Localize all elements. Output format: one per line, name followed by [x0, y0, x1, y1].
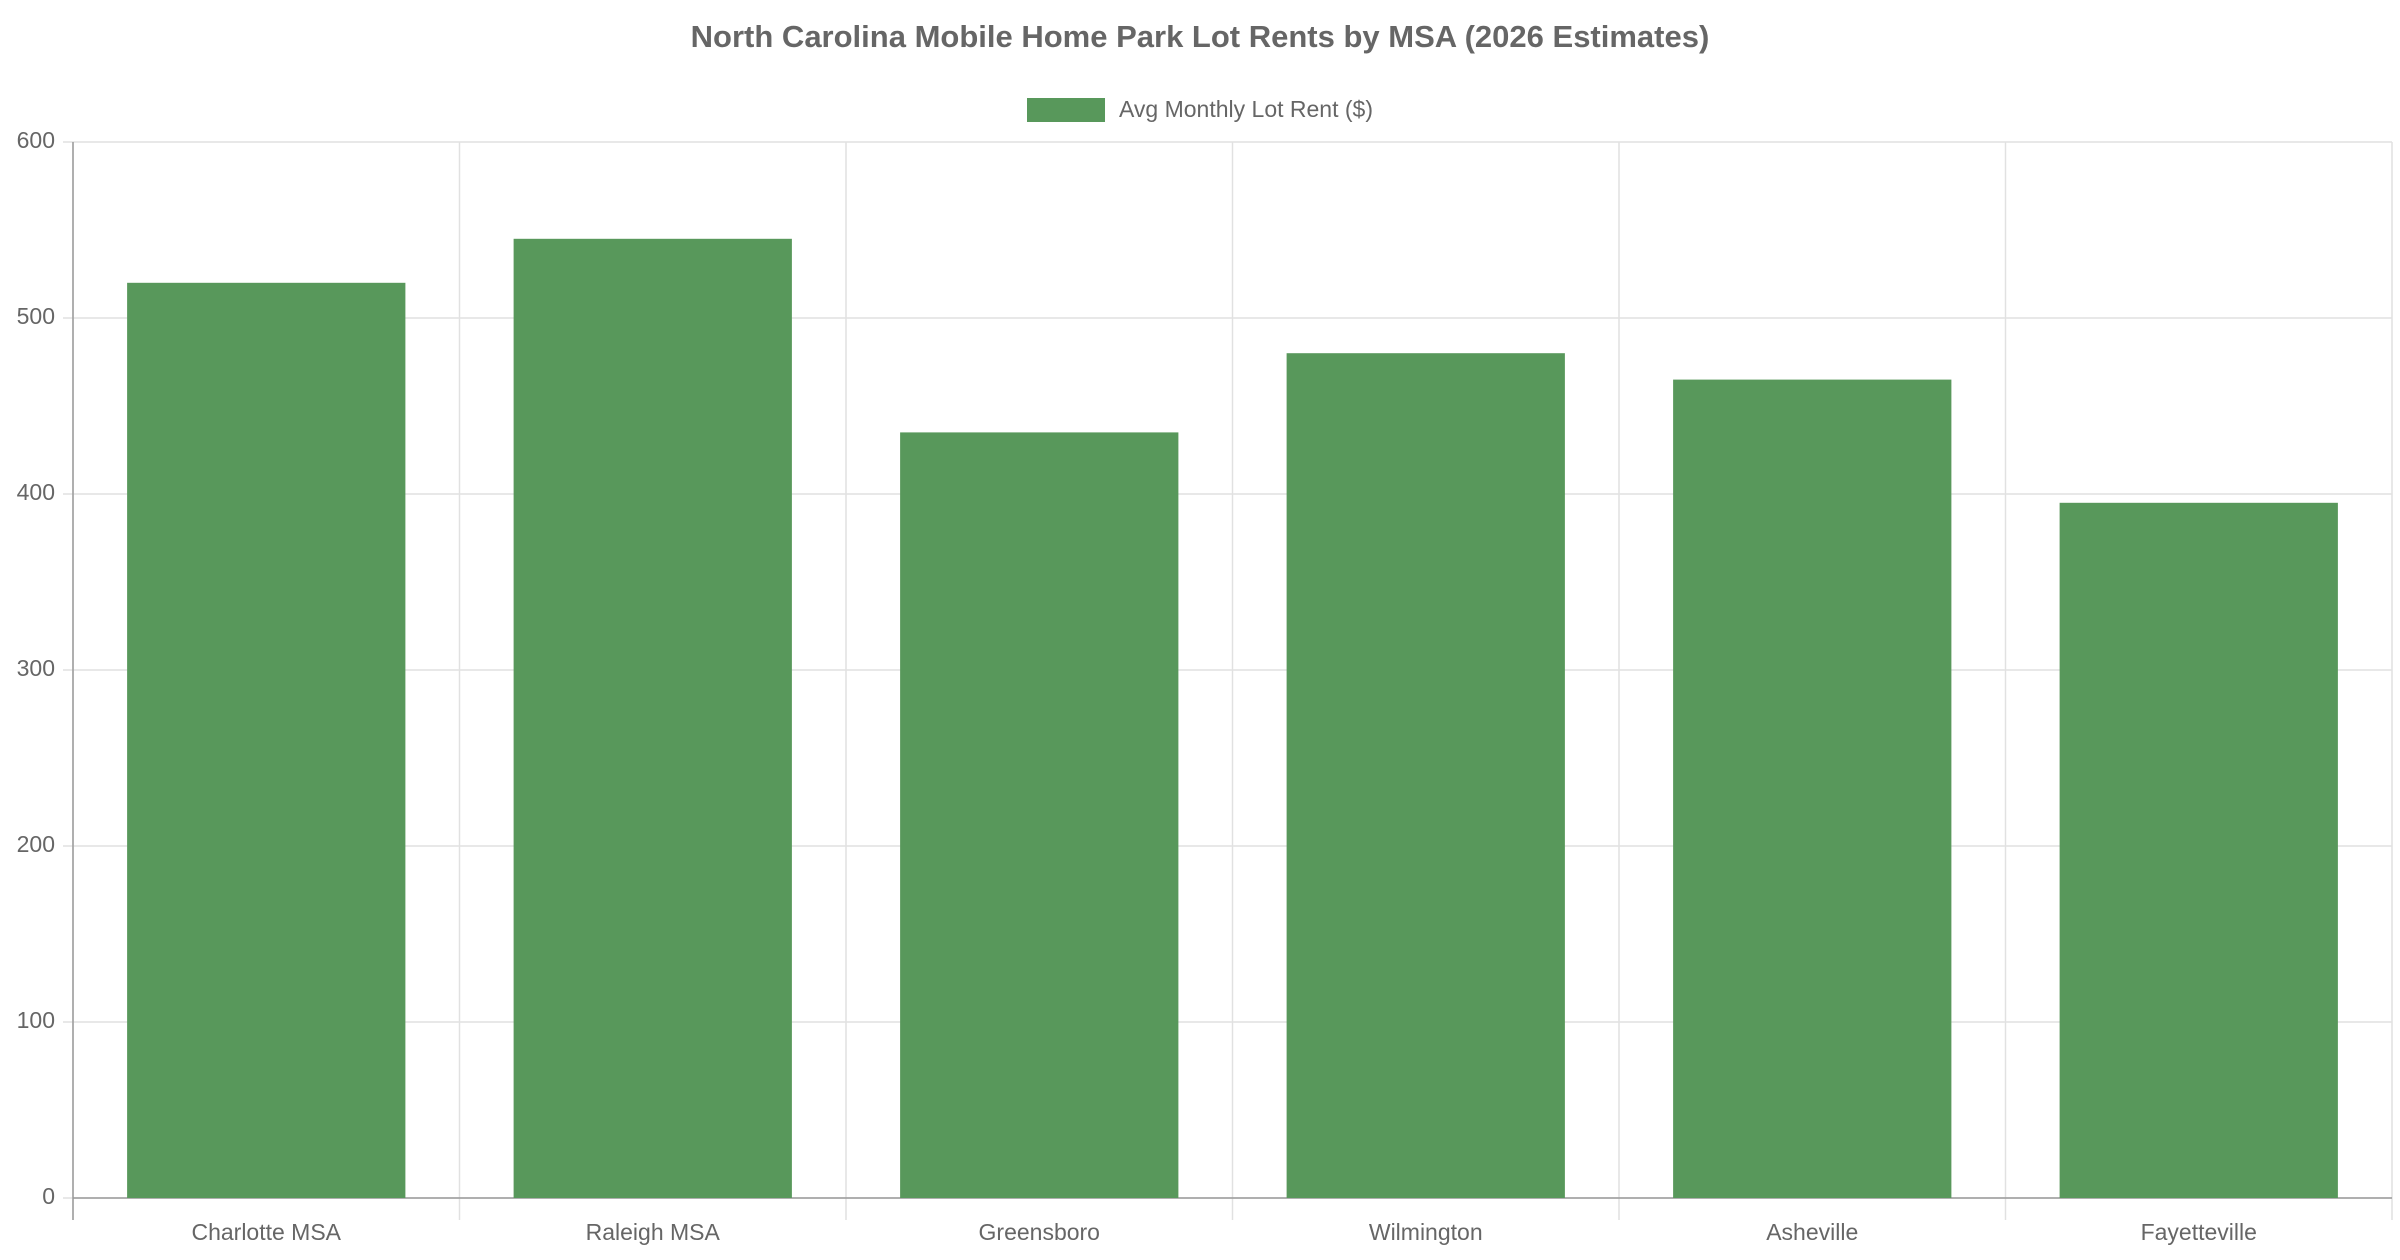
x-tick-label: Wilmington	[1369, 1219, 1483, 1245]
bar	[2059, 502, 2338, 1198]
y-tick-label: 600	[17, 127, 55, 153]
chart-title: North Carolina Mobile Home Park Lot Rent…	[691, 19, 1710, 54]
bar	[127, 282, 406, 1198]
x-tick-label: Greensboro	[979, 1219, 1100, 1245]
x-tick-label: Charlotte MSA	[191, 1219, 341, 1245]
bar	[1286, 353, 1565, 1198]
bar	[1673, 379, 1952, 1199]
y-tick-label: 500	[17, 303, 55, 329]
y-tick-label: 0	[42, 1183, 55, 1209]
y-tick-label: 300	[17, 655, 55, 681]
legend-label: Avg Monthly Lot Rent ($)	[1119, 96, 1373, 122]
bar	[513, 238, 792, 1199]
x-tick-label: Asheville	[1766, 1219, 1858, 1245]
bar	[900, 432, 1179, 1198]
y-tick-label: 400	[17, 479, 55, 505]
y-tick-label: 200	[17, 831, 55, 857]
legend-swatch	[1027, 98, 1106, 122]
x-tick-label: Raleigh MSA	[586, 1219, 721, 1245]
y-tick-label: 100	[17, 1007, 55, 1033]
x-tick-label: Fayetteville	[2141, 1219, 2257, 1245]
